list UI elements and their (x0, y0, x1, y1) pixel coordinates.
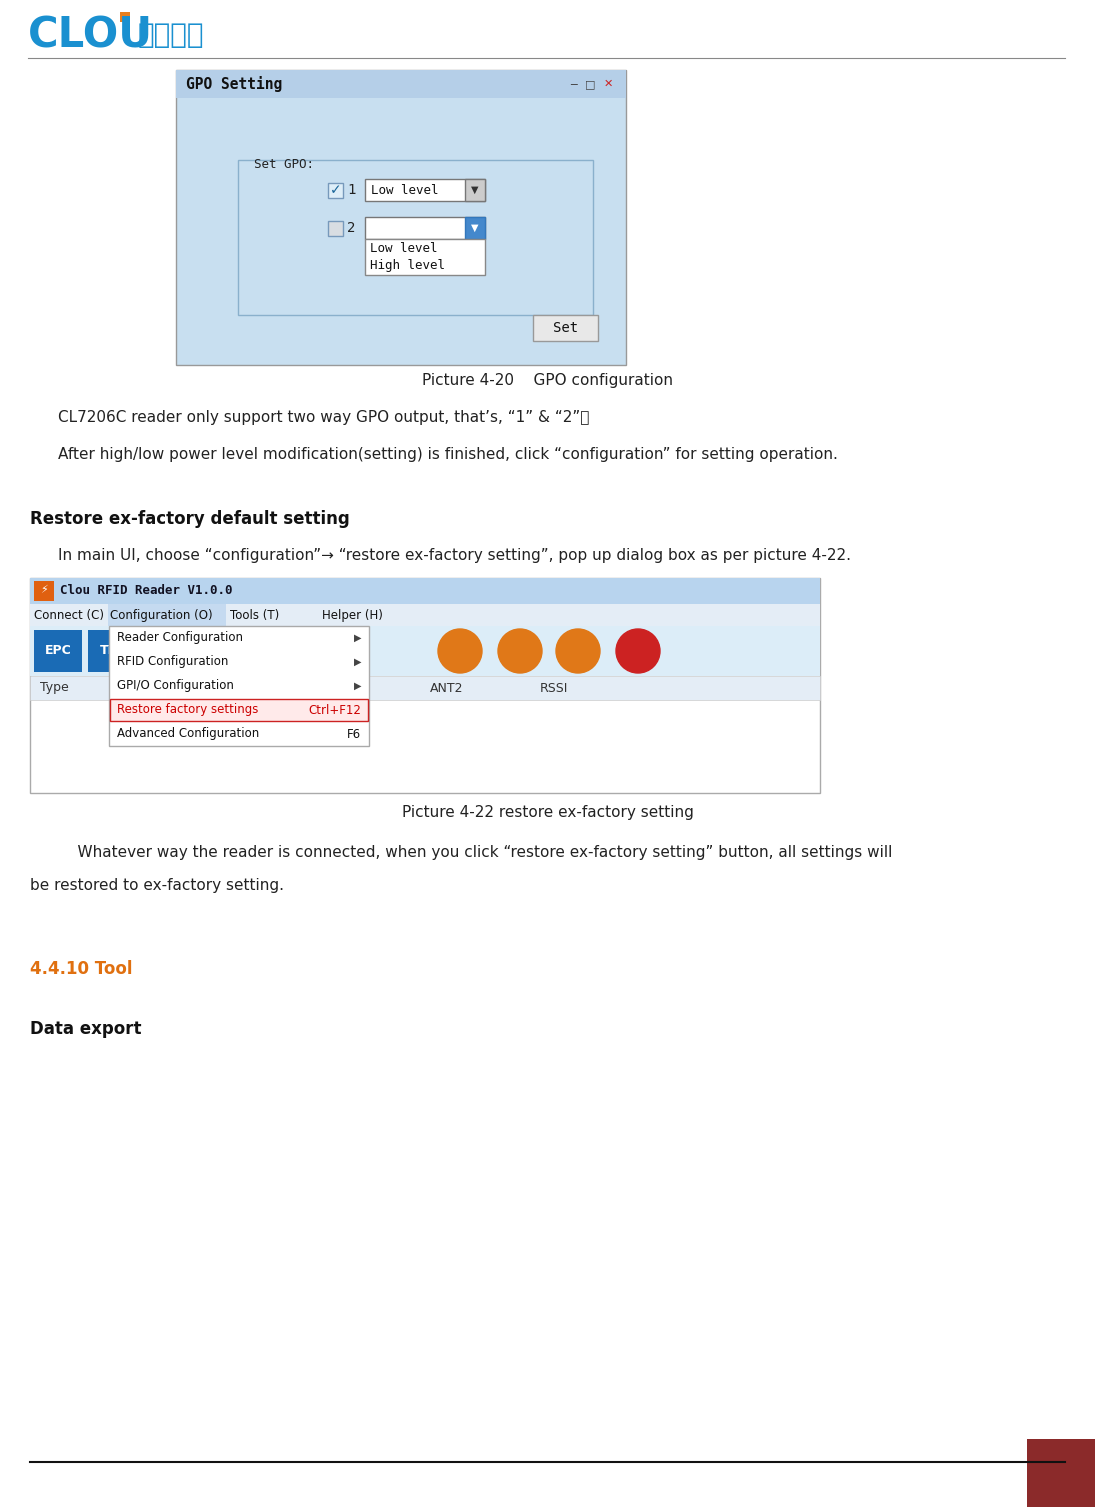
Bar (365, 217, 485, 240)
Bar (108, 604, 226, 625)
Text: 1: 1 (347, 182, 356, 197)
Text: TotalCount: TotalCount (160, 681, 227, 695)
Text: Picture 4-20    GPO configuration: Picture 4-20 GPO configuration (422, 372, 673, 387)
Bar (110, 699, 368, 720)
Text: Data export: Data export (30, 1020, 141, 1038)
Bar (30, 677, 820, 699)
Text: Connect (C): Connect (C) (34, 609, 104, 621)
Text: RSSI: RSSI (540, 681, 568, 695)
Circle shape (498, 628, 542, 674)
Text: Tools (T): Tools (T) (230, 609, 279, 621)
Text: Picture 4-22 restore ex-factory setting: Picture 4-22 restore ex-factory setting (402, 805, 693, 820)
Bar (176, 69, 626, 365)
Text: CL7206C reader only support two way GPO output, that’s, “1” & “2”。: CL7206C reader only support two way GPO … (58, 410, 589, 425)
Text: 4.4.10 Tool: 4.4.10 Tool (30, 960, 132, 978)
Text: CLOU: CLOU (28, 14, 153, 56)
Text: Clou RFID Reader V1.0.0: Clou RFID Reader V1.0.0 (60, 585, 232, 597)
Text: ANT2: ANT2 (430, 681, 463, 695)
Bar (30, 625, 820, 677)
Text: ▶: ▶ (354, 633, 361, 643)
Text: Type: Type (41, 681, 69, 695)
Text: ANT1: ANT1 (320, 681, 354, 695)
Bar (365, 179, 485, 200)
Text: ▼: ▼ (471, 185, 479, 194)
Circle shape (616, 628, 660, 674)
Bar (34, 582, 54, 601)
Bar (30, 579, 820, 604)
Text: F6: F6 (347, 728, 361, 740)
Bar (88, 630, 136, 672)
Text: Reader Configuration: Reader Configuration (117, 631, 243, 645)
Bar (110, 625, 369, 746)
Text: In main UI, choose “configuration”→ “restore ex-factory setting”, pop up dialog : In main UI, choose “configuration”→ “res… (58, 549, 851, 564)
Text: Configuration (O): Configuration (O) (110, 609, 212, 621)
Text: EPC: EPC (45, 645, 71, 657)
Text: High level: High level (370, 259, 445, 273)
Bar (34, 630, 82, 672)
Text: Helper (H): Helper (H) (322, 609, 383, 621)
Text: TID: TID (101, 645, 124, 657)
Text: 科陋物联: 科陋物联 (138, 21, 205, 50)
Bar (328, 182, 343, 197)
Text: ▶: ▶ (354, 681, 361, 692)
Text: 2: 2 (347, 222, 356, 235)
Bar (465, 217, 485, 240)
Bar (328, 220, 343, 235)
Bar (30, 604, 820, 625)
Text: Advanced Configuration: Advanced Configuration (117, 728, 260, 740)
Text: Set GPO:: Set GPO: (254, 158, 314, 172)
Bar (465, 179, 485, 200)
Text: After high/low power level modification(setting) is finished, click “configurati: After high/low power level modification(… (58, 448, 838, 463)
Text: ▼: ▼ (471, 223, 479, 234)
Text: Restore ex-factory default setting: Restore ex-factory default setting (30, 509, 349, 527)
Circle shape (438, 628, 482, 674)
Bar (120, 12, 130, 23)
Text: Ctrl+F12: Ctrl+F12 (308, 704, 361, 716)
Text: ✓: ✓ (330, 182, 342, 197)
Text: be restored to ex-factory setting.: be restored to ex-factory setting. (30, 879, 284, 894)
Text: GPO Setting: GPO Setting (186, 75, 283, 92)
Text: Set: Set (553, 321, 578, 335)
Text: Whatever way the reader is connected, when you click “restore ex-factory setting: Whatever way the reader is connected, wh… (58, 845, 892, 860)
Text: ▶: ▶ (354, 657, 361, 668)
Bar (533, 315, 598, 341)
Text: Low level: Low level (370, 241, 438, 255)
Bar (30, 579, 820, 793)
Text: ✕: ✕ (603, 78, 613, 89)
Bar (1027, 1439, 1095, 1507)
Bar (238, 160, 593, 315)
Circle shape (556, 628, 600, 674)
Bar (365, 240, 485, 274)
Text: ⚡: ⚡ (41, 585, 48, 595)
Text: □: □ (585, 78, 596, 89)
Bar (176, 69, 626, 98)
Text: GPI/O Configuration: GPI/O Configuration (117, 680, 234, 693)
Text: RFID Configuration: RFID Configuration (117, 656, 229, 669)
Text: Restore factory settings: Restore factory settings (117, 704, 258, 716)
Text: ─: ─ (570, 78, 577, 89)
Text: Low level: Low level (371, 184, 438, 196)
